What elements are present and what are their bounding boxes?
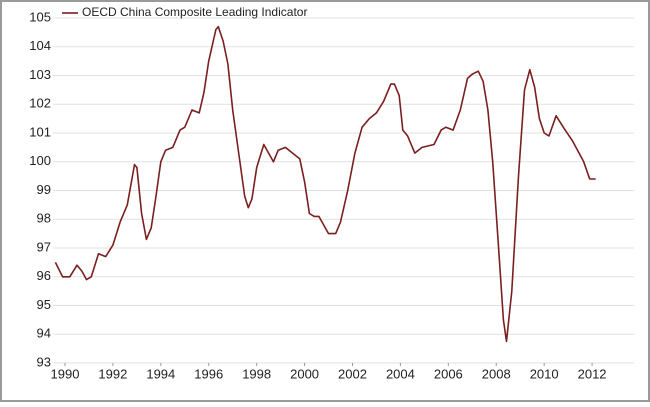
- x-tick-label: 2012: [578, 366, 607, 381]
- y-tick-label: 98: [37, 211, 51, 226]
- y-tick-label: 104: [29, 38, 51, 53]
- legend-label: OECD China Composite Leading Indicator: [82, 5, 307, 19]
- line: [54, 25, 596, 343]
- x-tick-label: 1994: [146, 366, 175, 381]
- x-tick-label: 2000: [290, 366, 319, 381]
- y-tick-label: 101: [29, 124, 51, 139]
- x-tick-label: 2010: [530, 366, 559, 381]
- x-tick-label: 1992: [98, 366, 127, 381]
- y-tick-label: 93: [37, 354, 51, 369]
- y-tick-label: 102: [29, 96, 51, 111]
- x-tick-label: 2006: [434, 366, 463, 381]
- x-tick-label: 1996: [194, 366, 223, 381]
- y-tick-label: 103: [29, 67, 51, 82]
- y-tick-label: 94: [37, 326, 51, 341]
- y-tick-label: 105: [29, 9, 51, 24]
- x-tick-label: 1998: [242, 366, 271, 381]
- x-tick-label: 1990: [51, 366, 80, 381]
- y-tick-label: 96: [37, 268, 51, 283]
- y-tick-label: 99: [37, 182, 51, 197]
- y-tick-label: 100: [29, 153, 51, 168]
- x-tick-label: 2008: [482, 366, 511, 381]
- y-tick-label: 95: [37, 297, 51, 312]
- x-tick-label: 2004: [386, 366, 415, 381]
- x-tick-label: 2002: [338, 366, 367, 381]
- y-tick-label: 97: [37, 239, 51, 254]
